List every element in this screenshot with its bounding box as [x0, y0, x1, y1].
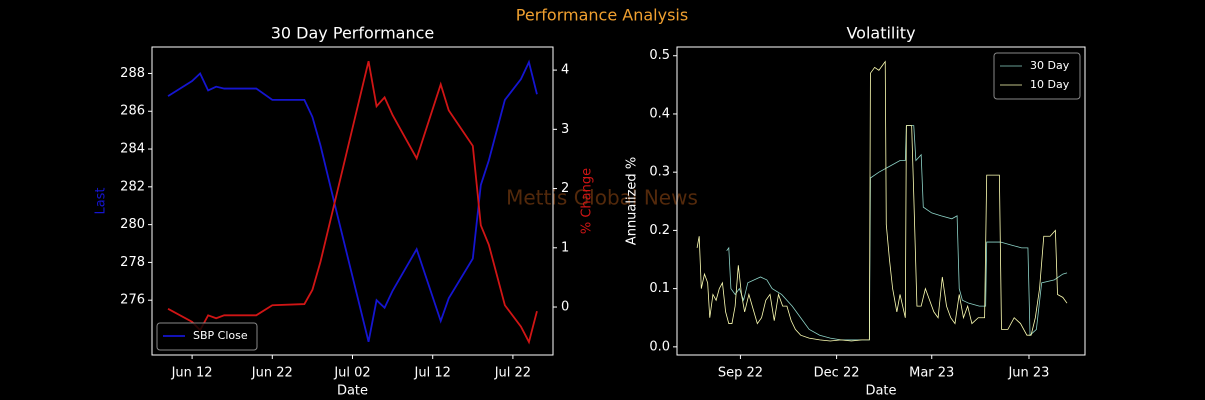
- y2-tick-label: 4: [561, 63, 569, 78]
- x-tick-label: Jun 22: [251, 366, 293, 381]
- y-axis-label: Annualized %: [625, 157, 640, 245]
- x-tick-label: Jun 23: [1007, 366, 1049, 381]
- y-tick-label: 0.3: [649, 165, 670, 180]
- legend-label: SBP Close: [193, 329, 248, 342]
- legend-label: 10 Day: [1030, 78, 1070, 91]
- y-tick-label: 286: [120, 104, 145, 119]
- x-tick-label: Jul 22: [494, 366, 531, 381]
- legend-frame: [156, 322, 258, 351]
- y-tick-label: 0.1: [649, 281, 670, 296]
- y-tick-label: 284: [120, 142, 145, 157]
- chart-title: 30 Day Performance: [271, 24, 435, 43]
- y-axis-label: Last: [94, 187, 109, 214]
- figure-title: Performance Analysis: [516, 6, 688, 25]
- y-tick-label: 0.4: [649, 106, 670, 121]
- plot-frame: [676, 46, 1086, 356]
- legend-frame: [993, 52, 1081, 100]
- chart-title: Volatility: [846, 24, 915, 43]
- series-line: [167, 59, 538, 342]
- y2-tick-label: 2: [561, 181, 569, 196]
- series-line: [726, 125, 1068, 341]
- y-tick-label: 0.2: [649, 223, 670, 238]
- legend-label: 30 Day: [1030, 59, 1070, 72]
- y2-tick-label: 3: [561, 122, 569, 137]
- x-axis-label: Date: [337, 384, 368, 399]
- y2-tick-label: 0: [561, 300, 569, 315]
- y-tick-label: 282: [120, 179, 145, 194]
- x-tick-label: Jul 02: [333, 366, 370, 381]
- x-axis-label: Date: [865, 384, 896, 399]
- plot-frame: [151, 46, 554, 356]
- series-line: [167, 61, 538, 345]
- x-tick-label: Mar 23: [909, 366, 954, 381]
- x-tick-label: Sep 22: [718, 366, 763, 381]
- series-line: [696, 60, 1068, 342]
- x-tick-label: Jun 12: [171, 366, 213, 381]
- y-tick-label: 276: [120, 293, 145, 308]
- y-tick-label: 0.5: [649, 48, 670, 63]
- x-tick-label: Dec 22: [814, 366, 860, 381]
- y-tick-label: 280: [120, 217, 145, 232]
- y2-axis-label: % Change: [580, 168, 595, 234]
- y2-tick-label: 1: [561, 240, 569, 255]
- legend: 30 Day 10 Day: [993, 52, 1081, 100]
- y-tick-label: 288: [120, 66, 145, 81]
- x-tick-label: Jul 12: [414, 366, 451, 381]
- y-tick-label: 278: [120, 255, 145, 270]
- watermark: Mettis Global News: [506, 186, 698, 210]
- legend: SBP Close: [156, 322, 258, 351]
- y-tick-label: 0.0: [649, 339, 670, 354]
